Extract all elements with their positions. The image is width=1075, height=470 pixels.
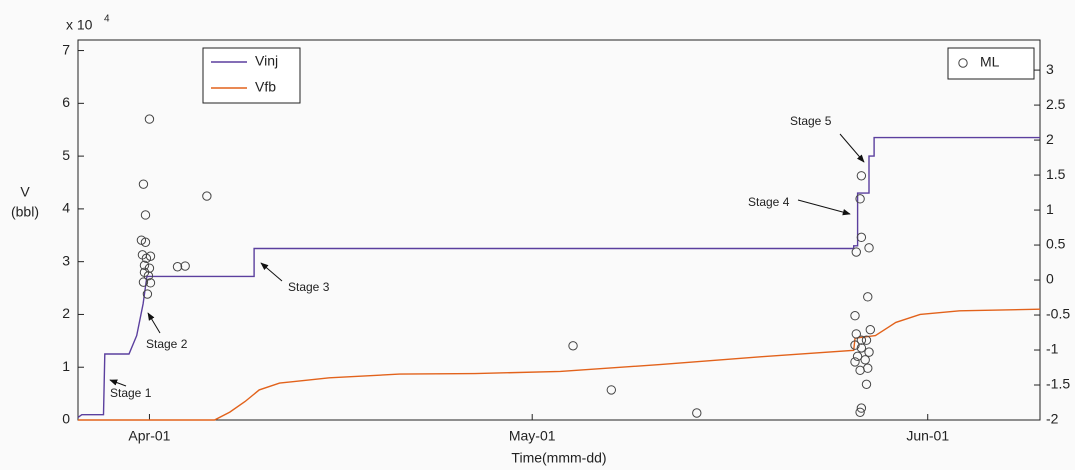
- annotation-arrow: [147, 312, 161, 334]
- y-tick-label: 0: [62, 411, 70, 427]
- scatter-point: [861, 335, 872, 345]
- y2-tick-label: -1: [1046, 341, 1059, 357]
- scatter-point: [180, 261, 190, 271]
- scatter-point: [140, 237, 151, 247]
- series-line: [77, 136, 1040, 418]
- y2-tick-label: 1: [1046, 201, 1054, 217]
- scatter-point: [850, 340, 860, 350]
- scatter-point: [140, 210, 151, 220]
- scatter-point: [202, 191, 212, 201]
- legend-label: Vinj: [255, 53, 278, 69]
- plot-frame: [77, 39, 1041, 421]
- scatter-point: [855, 407, 865, 418]
- annotation-arrow: [839, 133, 865, 163]
- x-tick-label: May-01: [509, 428, 556, 444]
- scatter-point: [144, 114, 155, 124]
- legend-label: ML: [980, 54, 1000, 70]
- y-tick-label: 3: [62, 252, 70, 268]
- y2-tick-label: -1.5: [1046, 376, 1070, 392]
- scatter-point: [850, 357, 860, 367]
- y-tick-label: 1: [62, 358, 70, 374]
- annotation-arrow: [797, 199, 851, 216]
- x-tick-label: Apr-01: [128, 428, 170, 444]
- scatter-point: [856, 343, 867, 353]
- scatter-point: [172, 262, 183, 272]
- y-tick-label: 7: [62, 41, 70, 57]
- scatter-point: [138, 179, 149, 189]
- annotation: Stage 4: [748, 195, 790, 209]
- scatter-point: [851, 247, 861, 257]
- scatter-point: [861, 379, 872, 390]
- scatter-point: [864, 347, 874, 357]
- scatter-point: [856, 335, 867, 345]
- annotation: Stage 5: [790, 114, 832, 128]
- scatter-point: [855, 365, 865, 376]
- scatter-point: [143, 271, 154, 281]
- annotation: Stage 2: [146, 337, 188, 351]
- legend-marker: [958, 58, 968, 68]
- y2-tick-label: 2: [1046, 131, 1054, 147]
- scatter-point: [855, 194, 865, 204]
- x-axis-label: Time(mmm-dd): [511, 450, 606, 466]
- y-multiplier: x 10: [66, 17, 93, 33]
- scatter-point: [863, 363, 873, 373]
- annotation-arrow: [109, 379, 127, 387]
- scatter-point: [856, 171, 867, 181]
- y-tick-label: 4: [62, 200, 70, 216]
- x-tick-label: Jun-01: [906, 428, 949, 444]
- scatter-point: [138, 277, 149, 287]
- y2-tick-label: 0: [1046, 271, 1054, 287]
- scatter-point: [568, 341, 578, 351]
- y2-tick-label: 1.5: [1046, 166, 1066, 182]
- scatter-point: [145, 251, 156, 261]
- scatter-point: [606, 385, 617, 395]
- scatter-point: [863, 292, 873, 302]
- scatter-point: [856, 403, 867, 413]
- y2-tick-label: 0.5: [1046, 236, 1066, 252]
- scatter-point: [851, 329, 861, 339]
- y-tick-label: 5: [62, 147, 70, 163]
- annotation: Stage 3: [288, 280, 330, 294]
- y-tick-label: 6: [62, 94, 70, 110]
- scatter-point: [692, 408, 702, 418]
- legend: [947, 47, 1035, 80]
- scatter-point: [139, 260, 150, 271]
- scatter-point: [856, 232, 867, 243]
- scatter-point: [860, 355, 870, 365]
- legend: [202, 47, 301, 104]
- scatter-point: [145, 278, 156, 288]
- annotation: Stage 1: [110, 386, 152, 400]
- legend-label: Vfb: [255, 79, 276, 95]
- annotation-arrow: [260, 262, 283, 282]
- scatter-point: [852, 351, 863, 362]
- y2-tick-label: -2: [1046, 411, 1059, 427]
- y-axis-label: V: [20, 184, 30, 200]
- y-axis-label: (bbl): [11, 204, 39, 220]
- y-multiplier-exponent: 4: [104, 14, 110, 25]
- scatter-point: [850, 311, 860, 321]
- scatter-point: [865, 325, 876, 335]
- series-line: [78, 308, 1041, 421]
- scatter-point: [142, 289, 153, 299]
- y2-tick-label: 3: [1046, 61, 1054, 77]
- y2-tick-label: 2.5: [1046, 96, 1066, 112]
- scatter-point: [864, 243, 874, 253]
- y-tick-label: 2: [62, 305, 70, 321]
- y2-tick-label: -0.5: [1046, 306, 1070, 322]
